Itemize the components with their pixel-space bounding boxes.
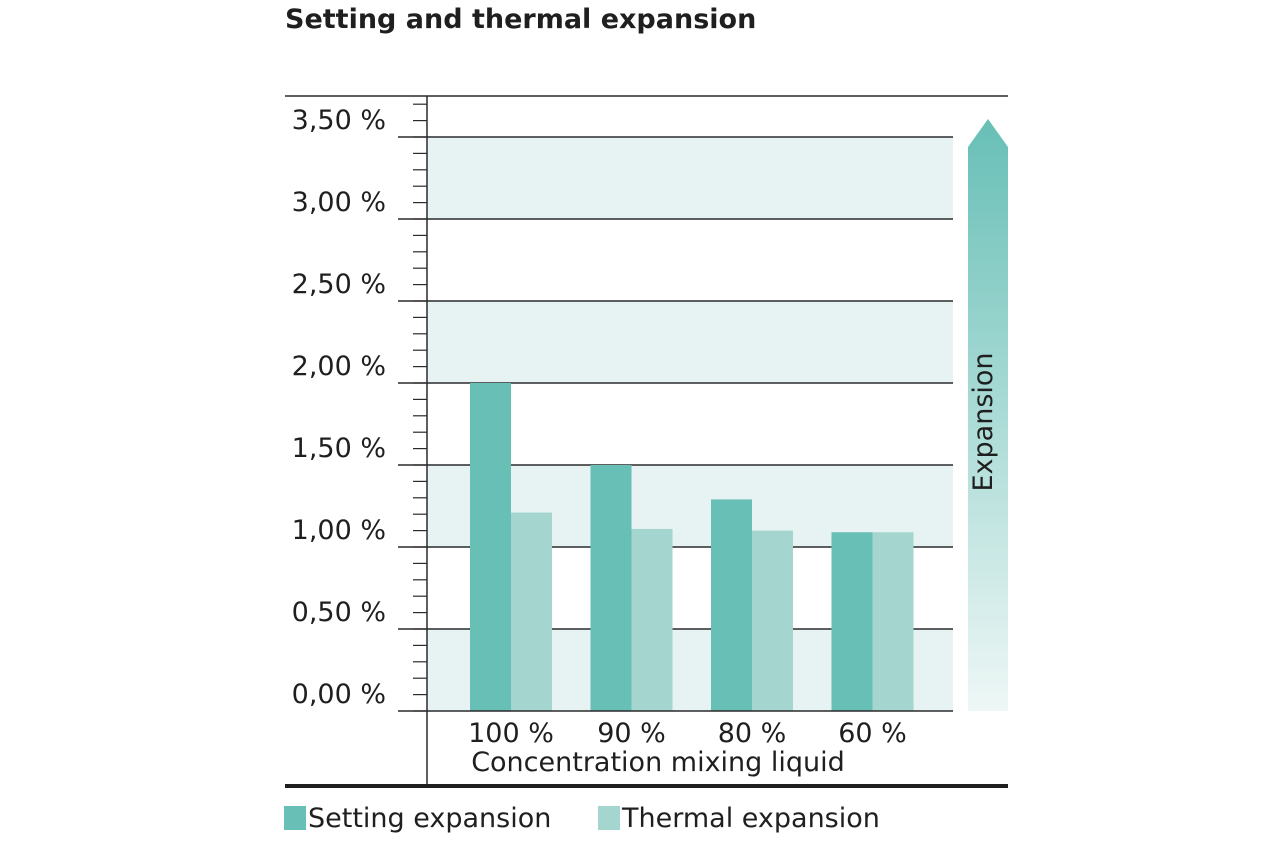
legend-swatch: [284, 806, 306, 830]
chart-title: Setting and thermal expansion: [285, 4, 757, 35]
expansion-arrow: Expansion: [968, 119, 1008, 711]
x-category-label: 60 %: [838, 718, 907, 749]
y-tick-label: 0,00 %: [292, 679, 386, 710]
y-tick-label: 2,00 %: [292, 351, 386, 382]
legend-label: Thermal expansion: [621, 803, 880, 834]
x-axis-title: Concentration mixing liquid: [471, 747, 845, 778]
band: [427, 137, 953, 219]
bar: [831, 532, 873, 711]
y-tick-label: 1,00 %: [292, 515, 386, 546]
y-tick-label: 1,50 %: [292, 433, 386, 464]
band: [427, 301, 953, 383]
legend: Setting expansion Thermal expansion: [284, 803, 880, 834]
x-category-label: 80 %: [718, 718, 787, 749]
bar: [872, 532, 914, 711]
x-category-label: 100 %: [468, 718, 554, 749]
x-category-label: 90 %: [597, 718, 666, 749]
bar: [752, 530, 793, 711]
bar: [511, 512, 552, 711]
y-tick-label: 0,50 %: [292, 597, 386, 628]
axes: [285, 95, 1008, 788]
bar: [470, 383, 511, 711]
y-tick-label: 3,50 %: [292, 105, 386, 136]
bar: [711, 499, 752, 711]
legend-label: Setting expansion: [308, 803, 551, 834]
bar: [590, 465, 632, 711]
x-category-labels: 100 % 90 % 80 % 60 %: [468, 718, 907, 749]
expansion-arrow-shape: [968, 119, 1008, 711]
y-tick-label: 2,50 %: [292, 269, 386, 300]
bar: [631, 528, 673, 711]
y-tick-labels: 0,00 % 0,50 % 1,00 % 1,50 % 2,00 % 2,50 % 3,00…: [292, 105, 386, 710]
bars: [470, 383, 914, 711]
y-tick-label: 3,00 %: [292, 187, 386, 218]
legend-swatch: [598, 806, 620, 830]
expansion-label: Expansion: [968, 352, 999, 491]
